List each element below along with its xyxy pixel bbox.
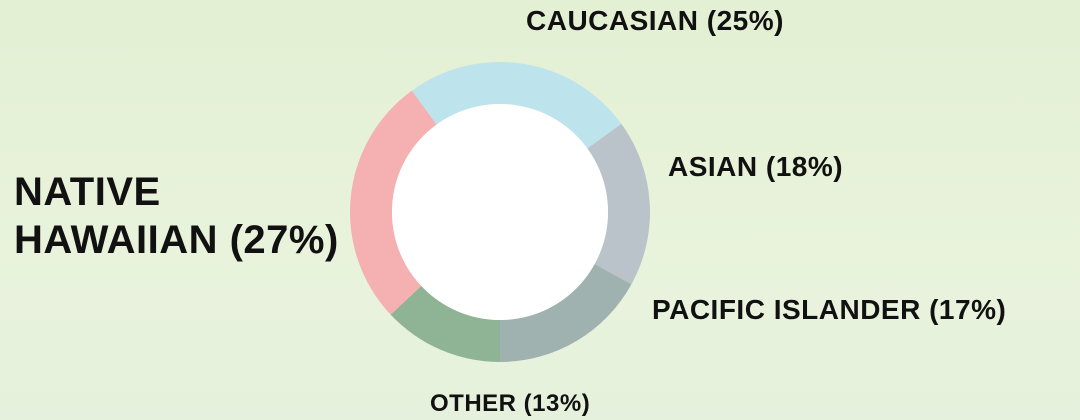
segment-label: CAUCASIAN (25%) (526, 5, 784, 36)
segment-label: PACIFIC ISLANDER (17%) (652, 294, 1007, 325)
donut-segment (587, 123, 650, 285)
donut-segment (411, 62, 622, 149)
segment-label: ASIAN (18%) (668, 151, 844, 182)
donut-segment (350, 90, 437, 315)
donut-segment (500, 264, 632, 362)
segment-label: OTHER (13%) (430, 390, 591, 417)
donut-hole (392, 104, 608, 320)
donut-segment (390, 285, 500, 362)
segment-label: NATIVE HAWAIIAN (27%) (14, 170, 339, 262)
